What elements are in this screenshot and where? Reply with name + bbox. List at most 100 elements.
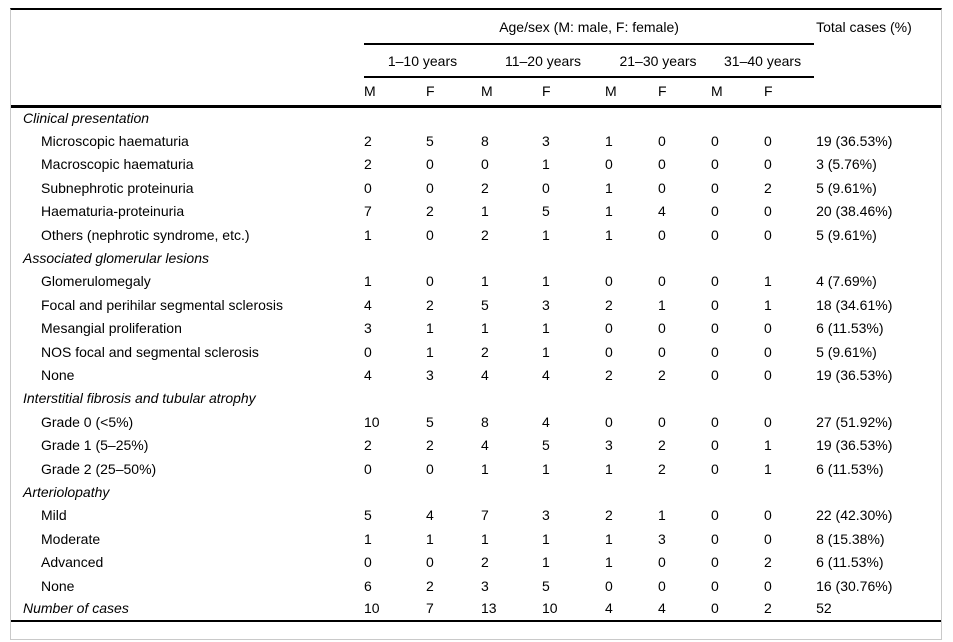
value-cell: 2 [658, 437, 666, 454]
value-cell: 1 [764, 437, 772, 454]
section-title-row: Interstitial fibrosis and tubular atroph… [11, 387, 941, 410]
value-cell: 0 [426, 273, 434, 290]
value-cell: 0 [364, 179, 372, 196]
value-cell: 7 [481, 507, 489, 524]
value-cell: 4 [542, 413, 550, 430]
row-label: Focal and perihilar segmental sclerosis [41, 296, 283, 313]
value-cell: 0 [658, 577, 666, 594]
value-cell: 5 [426, 413, 434, 430]
row-label: Mesangial proliferation [41, 320, 182, 337]
clinicopathology-table: Age/sex (M: male, F: female) Total cases… [11, 10, 941, 622]
value-cell: 1 [426, 343, 434, 360]
value-cell: 1 [658, 507, 666, 524]
value-cell: 0 [658, 226, 666, 243]
total-cell: 6 (11.53%) [816, 554, 884, 571]
value-cell: 0 [711, 460, 719, 477]
value-cell: 2 [658, 460, 666, 477]
value-cell: 2 [426, 203, 434, 220]
value-cell: 0 [605, 320, 613, 337]
journal-table-frame: Age/sex (M: male, F: female) Total cases… [10, 8, 942, 640]
value-cell: 0 [711, 273, 719, 290]
value-cell: 1 [481, 530, 489, 547]
section-title: Associated glomerular lesions [23, 250, 209, 267]
value-cell: 5 [426, 133, 434, 150]
value-cell: 0 [711, 577, 719, 594]
value-cell: 0 [764, 226, 772, 243]
age-sex-group-header: Age/sex (M: male, F: female) [364, 10, 815, 45]
value-cell: 0 [764, 530, 772, 547]
sex-header: M [605, 77, 658, 108]
value-cell: 4 [605, 597, 658, 622]
row-label: Number of cases [11, 597, 364, 622]
value-cell: 0 [711, 530, 719, 547]
table-row: Subnephrotic proteinuria 0 0 2 0 1 0 0 2 5 (9.61%… [11, 176, 941, 199]
row-label: Glomerulomegaly [41, 273, 151, 290]
total-cell: 19 (36.53%) [816, 437, 893, 454]
row-label: Macroscopic haematuria [41, 156, 194, 173]
row-label: Subnephrotic proteinuria [41, 179, 194, 196]
value-cell: 1 [481, 320, 489, 337]
total-cell: 22 (42.30%) [816, 507, 893, 524]
value-cell: 2 [605, 296, 613, 313]
row-label: Others (nephrotic syndrome, etc.) [41, 226, 250, 243]
value-cell: 1 [481, 460, 489, 477]
value-cell: 8 [481, 413, 489, 430]
total-cell: 16 (30.76%) [816, 577, 893, 594]
table-row: Macroscopic haematuria 2 0 0 1 0 0 0 0 3 (5.76%) [11, 153, 941, 176]
value-cell: 4 [364, 366, 372, 383]
row-label: Microscopic haematuria [41, 133, 189, 150]
value-cell: 1 [364, 273, 372, 290]
value-cell: 2 [426, 296, 434, 313]
value-cell: 1 [426, 320, 434, 337]
header-spacer [11, 77, 364, 108]
value-cell: 2 [364, 133, 372, 150]
value-cell: 13 [481, 597, 542, 622]
value-cell: 0 [711, 554, 719, 571]
total-cell: 6 (11.53%) [816, 460, 884, 477]
value-cell: 4 [481, 366, 489, 383]
value-cell: 0 [764, 366, 772, 383]
value-cell: 0 [711, 507, 719, 524]
value-cell: 1 [658, 296, 666, 313]
table-row: Haematuria-proteinuria 7 2 1 5 1 4 0 0 20 (38.46%… [11, 200, 941, 223]
value-cell: 1 [542, 343, 550, 360]
value-cell: 1 [364, 530, 372, 547]
total-cell: 18 (34.61%) [816, 296, 893, 313]
value-cell: 2 [658, 366, 666, 383]
value-cell: 2 [481, 226, 489, 243]
value-cell: 2 [364, 437, 372, 454]
value-cell: 0 [764, 577, 772, 594]
value-cell: 0 [764, 156, 772, 173]
age-group-header: 11–20 years [481, 44, 605, 78]
value-cell: 0 [711, 597, 764, 622]
table-row: None 6 2 3 5 0 0 0 0 16 (30.76%) [11, 574, 941, 597]
value-cell: 0 [481, 156, 489, 173]
total-cases-header: Total cases (%) [816, 19, 912, 35]
value-cell: 5 [364, 507, 372, 524]
table-row: NOS focal and segmental sclerosis 0 1 2 1 0 0 0… [11, 340, 941, 363]
total-cell: 6 (11.53%) [816, 320, 884, 337]
value-cell: 0 [711, 366, 719, 383]
section-title: Arteriolopathy [23, 483, 110, 500]
value-cell: 2 [764, 554, 772, 571]
value-cell: 5 [481, 296, 489, 313]
value-cell: 0 [605, 343, 613, 360]
value-cell: 2 [426, 437, 434, 454]
value-cell: 1 [542, 460, 550, 477]
value-cell: 5 [542, 577, 550, 594]
row-label: None [41, 577, 75, 594]
value-cell: 1 [764, 460, 772, 477]
row-label: Advanced [41, 554, 104, 571]
value-cell: 0 [542, 179, 550, 196]
value-cell: 0 [711, 296, 719, 313]
value-cell: 0 [711, 226, 719, 243]
value-cell: 0 [658, 343, 666, 360]
footer-row: Number of cases 10 7 13 10 4 4 0 2 52 [11, 597, 941, 622]
value-cell: 7 [364, 203, 372, 220]
value-cell: 0 [711, 156, 719, 173]
total-cell: 5 (9.61%) [816, 179, 877, 196]
table-row: Grade 0 (<5%) 10 5 8 4 0 0 0 0 27 (51.92%) [11, 410, 941, 433]
table-row: Mild 5 4 7 3 2 1 0 0 22 (42.30%) [11, 504, 941, 527]
table-row: Grade 2 (25–50%) 0 0 1 1 1 2 0 1 6 (11.53%) [11, 457, 941, 480]
